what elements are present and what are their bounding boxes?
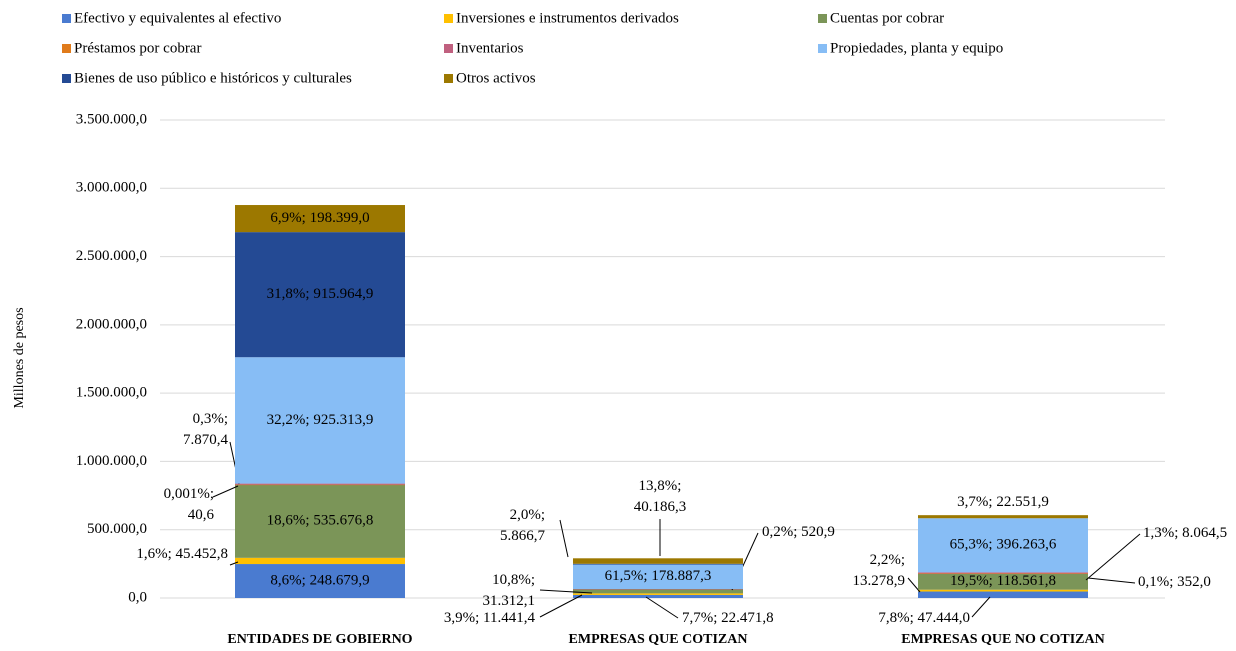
bar-segment [918, 573, 1088, 574]
data-label: 32,2%; 925.313,9 [267, 412, 374, 428]
data-label: 7,8%; 47.444,0 [878, 610, 970, 626]
data-label: 2,2%; 13.278,9 [852, 552, 906, 589]
bar-segment [918, 515, 1088, 519]
bar-segment [235, 564, 405, 598]
data-label: 6,9%; 198.399,0 [270, 210, 369, 226]
data-label: 1,3%; 8.064,5 [1143, 525, 1228, 541]
x-tick-label: ENTIDADES DE GOBIERNO [227, 632, 412, 647]
data-label: 7,7%; 22.471,8 [682, 610, 774, 626]
y-tick-label: 0,0 [128, 589, 147, 605]
legend-label: Otros activos [456, 70, 536, 86]
data-label: 0,001%; 40,6 [163, 486, 214, 523]
y-tick-label: 2.000.000,0 [76, 316, 147, 332]
y-axis-label: Millones de pesos [12, 307, 27, 408]
y-tick-label: 1.500.000,0 [76, 385, 147, 401]
data-label: 31,8%; 915.964,9 [267, 286, 374, 302]
bar-segment [235, 232, 405, 358]
leader-line [1087, 577, 1136, 584]
y-tick-label: 3.000.000,0 [76, 180, 147, 196]
bar-segment [573, 589, 743, 594]
leader-line [1085, 533, 1141, 581]
bar-segment [918, 573, 1088, 590]
data-label: 8,6%; 248.679,9 [270, 572, 369, 588]
legend-swatch [444, 74, 453, 83]
legend-swatch [444, 44, 453, 53]
leader-line [559, 519, 569, 558]
bar-segment [235, 484, 405, 486]
legend-swatch [62, 44, 71, 53]
data-label: 18,6%; 535.676,8 [267, 513, 374, 529]
data-label: 3,7%; 22.551,9 [957, 494, 1049, 510]
data-label: 10,8%; 31.312,1 [482, 572, 536, 609]
legend-swatch [62, 14, 71, 23]
bar-segment [573, 558, 743, 564]
legend-swatch [62, 74, 71, 83]
legend-swatch [444, 14, 453, 23]
bar-segment [573, 589, 743, 590]
legend-swatch [818, 44, 827, 53]
leader-line [212, 485, 239, 498]
legend-label: Bienes de uso público e históricos y cul… [74, 70, 352, 86]
bar-segment [573, 564, 743, 590]
leader-line [539, 594, 583, 618]
bar-segment [235, 357, 405, 484]
x-tick-label: EMPRESAS QUE COTIZAN [569, 632, 748, 647]
data-label: 13,8%; 40.186,3 [633, 478, 687, 515]
data-label: 0,1%; 352,0 [1138, 574, 1211, 590]
data-label: 1,6%; 45.452,8 [136, 546, 228, 562]
leader-line [229, 561, 239, 566]
data-label: 65,3%; 396.263,6 [950, 537, 1057, 553]
y-tick-label: 2.500.000,0 [76, 248, 147, 264]
legend-label: Cuentas por cobrar [830, 10, 944, 26]
x-tick-label: EMPRESAS QUE NO COTIZAN [901, 632, 1104, 647]
legend-label: Efectivo y equivalentes al efectivo [74, 10, 281, 26]
leader-line [971, 596, 991, 618]
data-label: 61,5%; 178.887,3 [605, 568, 712, 584]
bar-segment [573, 594, 743, 598]
legend-label: Inversiones e instrumentos derivados [456, 10, 679, 26]
bar-segment [235, 205, 405, 233]
bar-segment [918, 518, 1088, 573]
bar-segment [918, 591, 1088, 598]
bar-segment [573, 563, 743, 565]
bar-segment [235, 483, 405, 485]
leader-line [539, 589, 593, 594]
data-label: 19,5%; 118.561,8 [950, 573, 1056, 589]
data-label: 3,9%; 11.441,4 [443, 610, 535, 626]
legend-label: Préstamos por cobrar [74, 40, 201, 56]
legend-label: Propiedades, planta y equipo [830, 40, 1003, 56]
legend-label: Inventarios [456, 40, 524, 56]
legend-swatch [818, 14, 827, 23]
data-label: 0,2%; 520,9 [762, 524, 835, 540]
data-label: 0,3%; 7.870,4 [183, 411, 228, 448]
bar-segment [918, 589, 1088, 592]
y-tick-label: 500.000,0 [87, 521, 147, 537]
data-label: 2,0%; 5.866,7 [500, 507, 545, 544]
y-tick-label: 1.000.000,0 [76, 453, 147, 469]
bar-segment [918, 572, 1088, 574]
bar-segment [235, 484, 405, 558]
bar-segment [235, 557, 405, 565]
bar-segment [573, 593, 743, 595]
y-tick-label: 3.500.000,0 [76, 111, 147, 127]
leader-line [645, 596, 679, 619]
